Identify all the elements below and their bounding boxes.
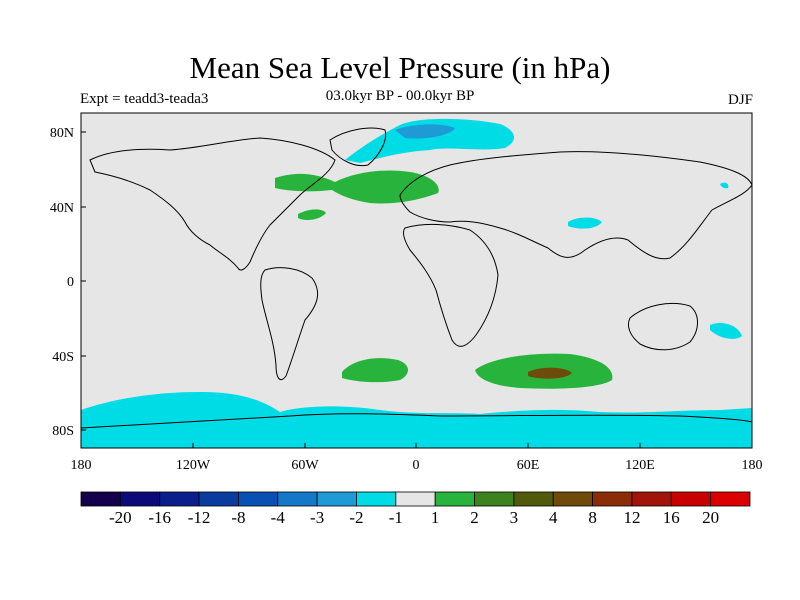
colorbar-label: -3 <box>310 508 324 527</box>
colorbar-label: 20 <box>702 508 719 527</box>
season-label: DJF <box>727 92 753 108</box>
colorbar-label: 8 <box>588 508 597 527</box>
colorbar-swatch <box>474 491 515 507</box>
plot-title: Mean Sea Level Pressure (in hPa) <box>189 50 611 85</box>
x-tick-label: 60E <box>517 458 540 473</box>
colorbar-label: 3 <box>510 508 519 527</box>
south-atlantic-positive-anomaly <box>342 358 408 383</box>
x-tick-label: 120E <box>625 458 655 473</box>
colorbar-label: -4 <box>271 508 286 527</box>
coastlines <box>81 127 752 429</box>
colorbar-label: -8 <box>231 508 245 527</box>
colorbar-swatch <box>710 491 751 507</box>
colorbar-swatch <box>552 491 593 507</box>
colorbar-swatch <box>592 491 633 507</box>
arctic-negative-anomaly <box>345 118 515 163</box>
colorbar-label: 4 <box>549 508 558 527</box>
x-tick-label: 60W <box>291 458 319 473</box>
antarctic-negative-anomaly <box>81 392 752 448</box>
y-tick-label: 80S <box>52 424 74 439</box>
colorbar-label: -16 <box>148 508 171 527</box>
x-tick-label: 180 <box>71 458 92 473</box>
atlantic-positive-small <box>298 209 326 221</box>
colorbar-label: -2 <box>349 508 363 527</box>
colorbar-label: 1 <box>431 508 440 527</box>
colorbar-swatch <box>159 491 200 507</box>
x-tick-label: 120W <box>176 458 211 473</box>
x-tick-label: 0 <box>413 458 420 473</box>
colorbar-swatch <box>198 491 239 507</box>
colorbar-swatch <box>434 491 475 507</box>
colorbar-label: -20 <box>109 508 132 527</box>
indian-ocean-positive-core <box>528 367 572 379</box>
colorbar-swatch <box>80 491 121 507</box>
north-atlantic-positive-anomaly <box>275 170 439 204</box>
y-tick-label: 40N <box>50 201 74 216</box>
colorbar: -20 -16 -12 -8 -4 -3 -2 -1 1 2 3 4 8 12 16 20 <box>80 491 751 527</box>
colorbar-swatch <box>356 491 397 507</box>
colorbar-swatch <box>119 491 161 507</box>
colorbar-swatch <box>395 491 436 507</box>
colorbar-label: 2 <box>470 508 479 527</box>
time-range-subtitle: 03.0kyr BP - 00.0kyr BP <box>325 88 475 104</box>
colorbar-label: -12 <box>188 508 211 527</box>
tasman-negative-anomaly <box>710 323 742 339</box>
y-tick-label: 0 <box>67 275 74 290</box>
axis-ticks <box>80 131 753 448</box>
colorbar-label: -1 <box>389 508 403 527</box>
anomaly-fields <box>81 118 752 448</box>
colorbar-swatch <box>238 491 279 507</box>
experiment-label: Expt = teadd3-teada3 <box>80 91 209 107</box>
y-tick-label: 40S <box>52 350 74 365</box>
y-tick-label: 80N <box>50 126 74 141</box>
colorbar-swatch <box>670 491 712 507</box>
asia-negative-anomaly <box>568 217 602 229</box>
colorbar-label: 12 <box>623 508 640 527</box>
colorbar-swatch <box>513 491 554 507</box>
x-tick-label: 180 <box>742 458 763 473</box>
colorbar-swatch <box>316 491 357 507</box>
colorbar-swatch <box>277 491 318 507</box>
pacific-negative-small <box>720 182 729 189</box>
colorbar-label: 16 <box>663 508 680 527</box>
colorbar-swatch <box>631 491 672 507</box>
arctic-core-negative <box>395 124 455 139</box>
